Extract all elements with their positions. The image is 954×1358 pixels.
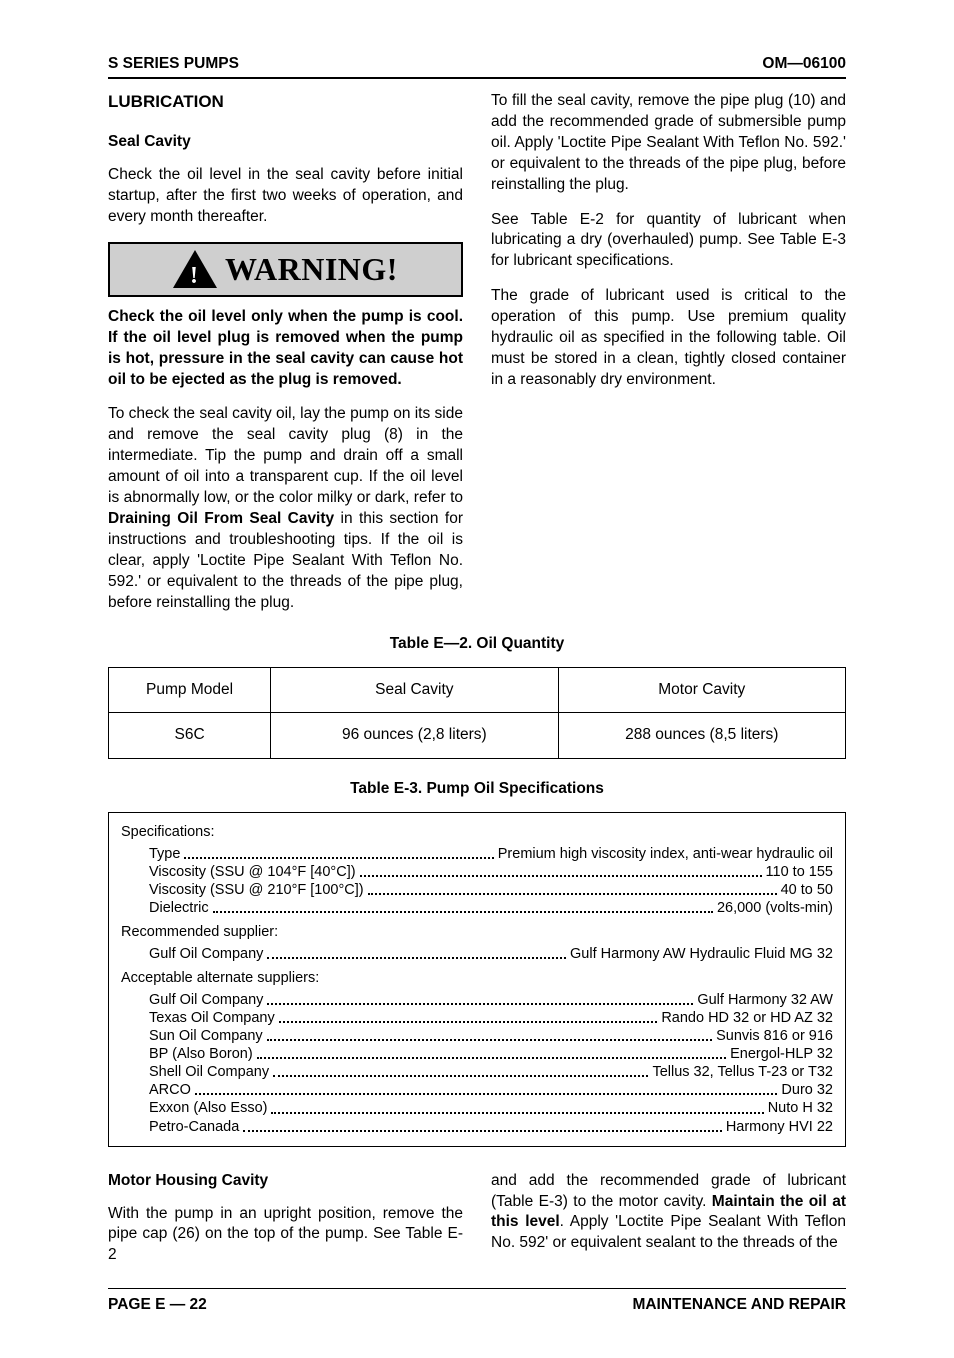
spec-row: Gulf Oil Company Gulf Harmony AW Hydrauli… (149, 945, 833, 963)
table-e3-box: Specifications: Type Premium high viscosi… (108, 812, 846, 1146)
spec-value: Harmony HVI 22 (726, 1118, 833, 1136)
section-title: LUBRICATION (108, 91, 463, 114)
spec-value: Sunvis 816 or 916 (716, 1027, 833, 1045)
drain-bold: Draining Oil From Seal Cavity (108, 510, 334, 527)
spec-value: Rando HD 32 or HD AZ 32 (661, 1009, 833, 1027)
spec-dots (213, 899, 713, 913)
spec-dots (257, 1045, 726, 1059)
spec-row: Dielectric 26,000 (volts-min) (149, 899, 833, 917)
warning-triangle-icon (173, 250, 217, 288)
fill-paragraph: To fill the seal cavity, remove the pipe… (491, 91, 846, 196)
spec-value: 40 to 50 (781, 881, 833, 899)
spec-dots (368, 881, 777, 895)
spec-value: 26,000 (volts-min) (717, 899, 833, 917)
table-row: Pump Model Seal Cavity Motor Cavity (109, 667, 846, 713)
table-e2-title: Table E—2. Oil Quantity (108, 634, 846, 655)
see-paragraph: See Table E-2 for quantity of lubricant … (491, 210, 846, 273)
spec-label: Dielectric (149, 899, 209, 917)
th-pump-model: Pump Model (109, 667, 271, 713)
spec-dots (273, 1063, 648, 1077)
page-header: S SERIES PUMPS OM—06100 (108, 54, 846, 79)
spec-label: Exxon (Also Esso) (149, 1099, 267, 1117)
grade-paragraph: The grade of lubricant used is critical … (491, 286, 846, 391)
spec-value: Premium high viscosity index, anti-wear … (498, 845, 833, 863)
spec-dots (279, 1009, 658, 1023)
spec-dots (271, 1099, 763, 1113)
motor-housing-p2: and add the recommended grade of lubrica… (491, 1171, 846, 1255)
spec-label: Petro-Canada (149, 1118, 239, 1136)
spec-label: Gulf Oil Company (149, 945, 263, 963)
spec-label: Sun Oil Company (149, 1027, 263, 1045)
seal-cavity-heading: Seal Cavity (108, 132, 463, 153)
spec-row: Petro-Canada Harmony HVI 22 (149, 1118, 833, 1136)
spec-label: Viscosity (SSU @ 104°F [40°C]) (149, 863, 356, 881)
spec-label: Gulf Oil Company (149, 991, 263, 1009)
footer-left: PAGE E — 22 (108, 1295, 207, 1316)
spec-dots (184, 845, 493, 859)
table-row: S6C 96 ounces (2,8 liters) 288 ounces (8… (109, 713, 846, 759)
spec-dots (267, 945, 566, 959)
table-e3-title: Table E-3. Pump Oil Specifications (108, 779, 846, 800)
spec-dots (243, 1118, 722, 1132)
page-footer: PAGE E — 22 MAINTENANCE AND REPAIR (108, 1288, 846, 1316)
check-pre: To check the seal cavity oil, lay the pu… (108, 405, 463, 506)
spec-value: Tellus 32, Tellus T-23 or T32 (652, 1063, 833, 1081)
alternate-label: Acceptable alternate suppliers: (121, 969, 833, 989)
spec-dots (267, 1027, 712, 1041)
spec-dots (360, 863, 762, 877)
spec-value: Energol-HLP 32 (730, 1045, 833, 1063)
spec-row: Texas Oil Company Rando HD 32 or HD AZ 32 (149, 1009, 833, 1027)
warning-box: WARNING! (108, 242, 463, 297)
spec-dots (267, 991, 693, 1005)
spec-value: Gulf Harmony 32 AW (697, 991, 833, 1009)
body-columns: LUBRICATION Seal Cavity Check the oil le… (108, 91, 846, 614)
spec-label: Texas Oil Company (149, 1009, 275, 1027)
warning-text: Check the oil level only when the pump i… (108, 307, 463, 391)
spec-row: ARCO Duro 32 (149, 1081, 833, 1099)
spec-label: Shell Oil Company (149, 1063, 269, 1081)
header-right: OM—06100 (762, 54, 846, 75)
spec-dots (195, 1081, 778, 1095)
th-seal-cavity: Seal Cavity (271, 667, 558, 713)
spec-row: Gulf Oil Company Gulf Harmony 32 AW (149, 991, 833, 1009)
spec-row: Exxon (Also Esso) Nuto H 32 (149, 1099, 833, 1117)
spec-label: Viscosity (SSU @ 210°F [100°C]) (149, 881, 364, 899)
check-paragraph: To check the seal cavity oil, lay the pu… (108, 404, 463, 613)
spec-value: 110 to 155 (766, 863, 833, 881)
spec-row: Sun Oil Company Sunvis 816 or 916 (149, 1027, 833, 1045)
td-motor-cavity: 288 ounces (8,5 liters) (558, 713, 845, 759)
spec-row: Viscosity (SSU @ 210°F [100°C]) 40 to 50 (149, 881, 833, 899)
spec-label: ARCO (149, 1081, 191, 1099)
header-left: S SERIES PUMPS (108, 54, 239, 75)
motor-housing-columns: Motor Housing Cavity With the pump in an… (108, 1171, 846, 1275)
spec-row: Type Premium high viscosity index, anti-w… (149, 845, 833, 863)
th-motor-cavity: Motor Cavity (558, 667, 845, 713)
table-e2: Pump Model Seal Cavity Motor Cavity S6C … (108, 667, 846, 760)
spec-label: BP (Also Boron) (149, 1045, 253, 1063)
spec-value: Duro 32 (781, 1081, 833, 1099)
spec-value: Nuto H 32 (768, 1099, 833, 1117)
spec-row: Shell Oil Company Tellus 32, Tellus T-23 … (149, 1063, 833, 1081)
td-seal-cavity: 96 ounces (2,8 liters) (271, 713, 558, 759)
spec-value: Gulf Harmony AW Hydraulic Fluid MG 32 (570, 945, 833, 963)
warning-label: WARNING! (225, 248, 398, 291)
recommended-label: Recommended supplier: (121, 923, 833, 943)
spec-row: BP (Also Boron) Energol-HLP 32 (149, 1045, 833, 1063)
spec-label: Type (149, 845, 180, 863)
motor-housing-heading: Motor Housing Cavity (108, 1171, 463, 1192)
spec-row: Viscosity (SSU @ 104°F [40°C]) 110 to 155 (149, 863, 833, 881)
td-pump-model: S6C (109, 713, 271, 759)
seal-cavity-intro: Check the oil level in the seal cavity b… (108, 165, 463, 228)
specs-label: Specifications: (121, 823, 833, 843)
footer-right: MAINTENANCE AND REPAIR (632, 1295, 846, 1316)
